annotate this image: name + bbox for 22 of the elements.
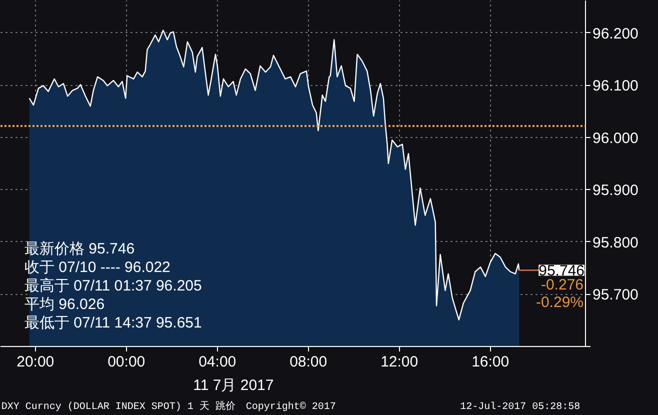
y-tick-label: 95.700 (592, 286, 638, 304)
text: 11 7月 2017 (193, 377, 274, 394)
y-tick-label: 96.200 (592, 25, 638, 42)
y-tick-label: 96.100 (592, 78, 638, 95)
annotation: -0.29% (536, 294, 584, 311)
x-tick-label: 04:00 (198, 354, 236, 370)
x-tick-label: 00:00 (108, 354, 146, 370)
y-tick-label: 96.000 (592, 130, 638, 147)
annotation: 平均 96.026 (24, 296, 105, 314)
text: Copyright© 2017 (246, 401, 336, 413)
y-tick-label: 95.800 (592, 234, 638, 252)
x-tick-label: 12:00 (380, 354, 418, 370)
y-tick-label: 95.900 (592, 182, 638, 200)
annotation: 最新价格 95.746 (24, 240, 135, 258)
annotation: 收于 07/10 ---- 96.022 (24, 259, 170, 276)
x-tick-label: 08:00 (290, 354, 328, 370)
annotation: 最低于 07/11 14:37 95.651 (24, 314, 202, 332)
text: DXY Curncy (DOLLAR INDEX SPOT) 1 天 跳价 (1, 400, 236, 413)
annotation: 最高于 07/11 01:37 96.205 (24, 278, 202, 295)
text: 12-Jul-2017 05:28:58 (460, 401, 580, 413)
x-tick-label: 20:00 (16, 354, 54, 370)
x-tick-label: 16:00 (472, 354, 510, 370)
